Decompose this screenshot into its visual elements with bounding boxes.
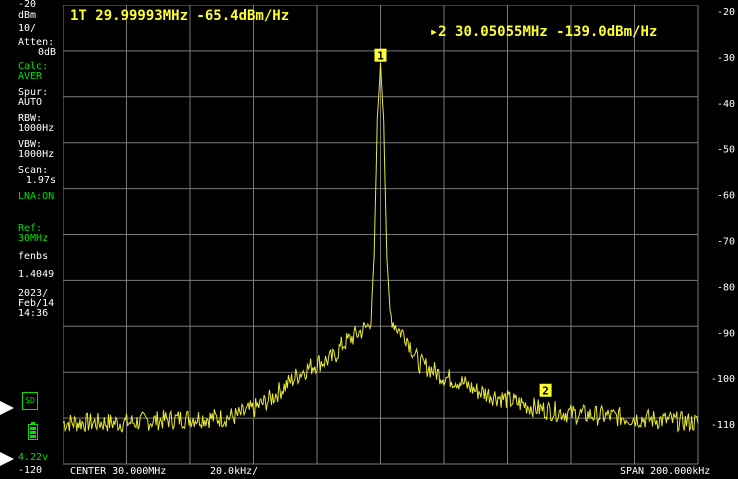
sd-arrow-icon	[0, 401, 14, 415]
y-tick-label: -60	[717, 191, 735, 202]
atten-value: 0dB	[37, 47, 56, 58]
marker-badge	[539, 383, 552, 397]
user-label: fenbs	[18, 251, 49, 262]
sd-card-icon[interactable]: SD	[22, 392, 38, 410]
scale-label: 10/	[18, 23, 37, 34]
vbw-label: VBW:	[18, 139, 43, 150]
marker2-readout: ▸2 30.05055MHz -139.0dBm/Hz	[396, 8, 658, 56]
bottom-level-value: -120	[18, 465, 43, 476]
y-tick-label: -40	[717, 99, 735, 110]
center-frequency[interactable]: CENTER 30.000MHz	[70, 466, 167, 477]
atten-label: Atten:	[18, 37, 55, 48]
marker-label: 2	[542, 385, 549, 398]
calc-label: Calc:	[18, 61, 49, 72]
marker1-readout: 1T 29.99993MHz -65.4dBm/Hz	[70, 8, 290, 24]
marker-1[interactable]: 1	[374, 48, 387, 63]
marker2-readout-text: 2 30.05055MHz -139.0dBm/Hz	[438, 24, 658, 40]
sd-card-label: SD	[25, 396, 35, 405]
y-tick-label: -90	[717, 328, 735, 339]
spectrum-trace	[63, 62, 699, 433]
rbw-label: RBW:	[18, 113, 43, 124]
spur-value: AUTO	[18, 97, 43, 108]
marker-badge	[374, 48, 387, 62]
marker-label: 1	[377, 50, 384, 63]
y-tick-label: -110	[711, 420, 735, 431]
version-label: 1.4049	[18, 269, 55, 280]
battery-arrow-icon	[0, 452, 14, 466]
spur-label: Spur:	[18, 87, 49, 98]
per-division: 20.0kHz/	[210, 466, 259, 477]
time-label: 14:36	[18, 308, 49, 319]
y-tick-label: -30	[717, 53, 735, 64]
y-tick-label: -20	[717, 7, 735, 18]
unit-label: dBm	[18, 10, 37, 21]
ref-level-value: -20	[18, 0, 37, 10]
y-tick-label: -80	[717, 282, 735, 293]
active-marker-icon: ▸	[429, 24, 439, 40]
vbw-value: 1000Hz	[18, 149, 55, 160]
y-tick-label: -50	[717, 145, 735, 156]
battery-icon	[28, 422, 38, 440]
lna-status: LNA:ON	[18, 191, 55, 202]
y-tick-label: -100	[711, 374, 735, 385]
spectrum-plot-svg: -20 -30 -40 -50 -60 -70 -80 -90 -100 -110 1 2	[63, 5, 735, 465]
scan-label: Scan:	[18, 165, 49, 176]
date-year: 2023/	[18, 288, 49, 299]
date-day: Feb/14	[18, 298, 55, 309]
y-tick-label: -70	[717, 237, 735, 248]
ref-label: Ref:	[18, 223, 43, 234]
span-frequency[interactable]: SPAN 200.000kHz	[620, 466, 711, 477]
ref-value: 30MHz	[18, 233, 49, 244]
scan-value: 1.97s	[25, 175, 56, 186]
rbw-value: 1000Hz	[18, 123, 55, 134]
calc-value: AVER	[18, 71, 43, 82]
marker-2[interactable]: 2	[539, 383, 552, 398]
battery-voltage: 4.22v	[18, 452, 49, 463]
spectrum-plot[interactable]: -20 -30 -40 -50 -60 -70 -80 -90 -100 -110 1 2	[63, 5, 738, 465]
